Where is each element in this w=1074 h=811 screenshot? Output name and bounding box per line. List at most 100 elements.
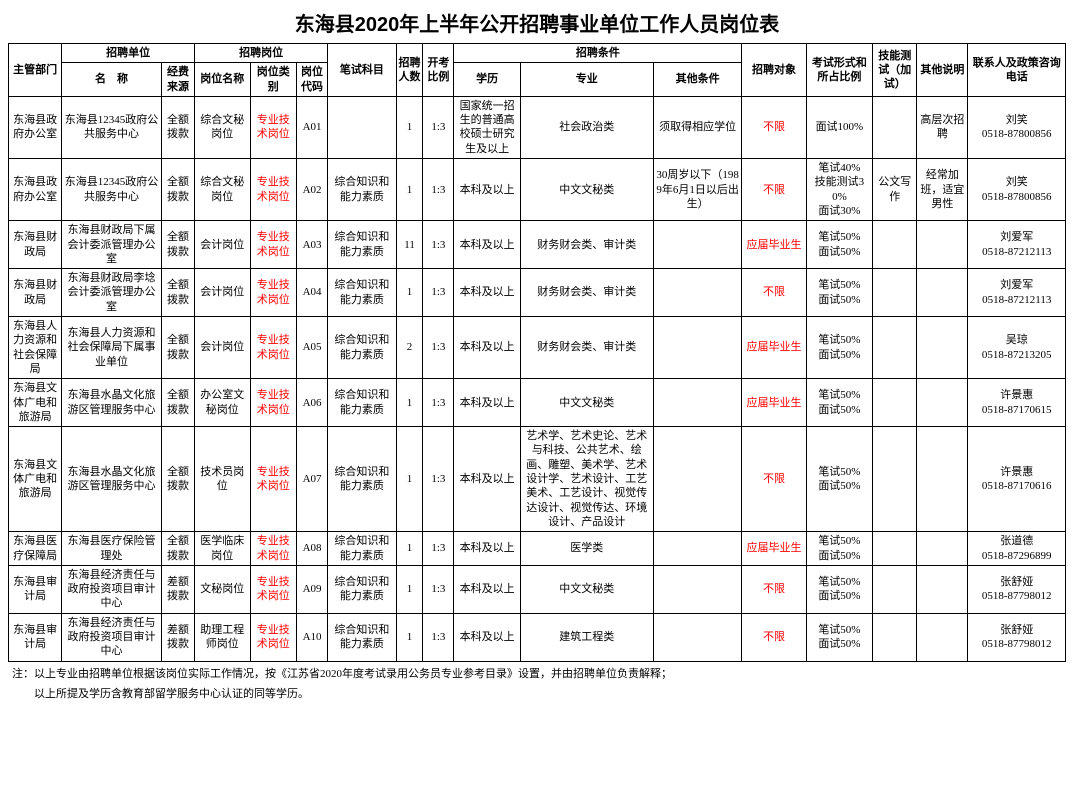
cell-other: [653, 317, 742, 379]
cell-ratio: 1:3: [423, 532, 454, 566]
cell-edu: 国家统一招生的普通高校硕士研究生及以上: [454, 96, 520, 158]
col-form: 考试形式和所占比例: [806, 44, 872, 97]
cell-unit: 东海县水晶文化旅游区管理服务中心: [62, 379, 162, 427]
cell-posName: 办公室文秘岗位: [195, 379, 250, 427]
cell-fund: 全额拨款: [161, 532, 194, 566]
col-unit-group: 招聘单位: [62, 44, 195, 63]
cell-edu: 本科及以上: [454, 159, 520, 221]
cell-code: A03: [297, 221, 328, 269]
col-dept: 主管部门: [9, 44, 62, 97]
cell-form: 笔试50%面试50%: [806, 427, 872, 532]
cell-target: 不限: [742, 613, 806, 661]
cell-posType: 专业技术岗位: [250, 565, 297, 613]
cell-posName: 助理工程师岗位: [195, 613, 250, 661]
cell-edu: 本科及以上: [454, 221, 520, 269]
table-row: 东海县财政局东海县财政局李埝会计委派管理办公室全额拨款会计岗位专业技术岗位A04…: [9, 269, 1066, 317]
cell-major: 财务财会类、审计类: [520, 269, 653, 317]
cell-unit: 东海县财政局李埝会计委派管理办公室: [62, 269, 162, 317]
cell-fund: 全额拨款: [161, 269, 194, 317]
table-row: 东海县文体广电和旅游局东海县水晶文化旅游区管理服务中心全额拨款技术员岗位专业技术…: [9, 427, 1066, 532]
cell-note: [917, 565, 968, 613]
col-fund: 经费来源: [161, 63, 194, 97]
col-pos-type: 岗位类别: [250, 63, 297, 97]
cell-ratio: 1:3: [423, 269, 454, 317]
cell-note: [917, 317, 968, 379]
cell-note: 高层次招聘: [917, 96, 968, 158]
cell-dept: 东海县政府办公室: [9, 159, 62, 221]
col-unit-name: 名 称: [62, 63, 162, 97]
cell-dept: 东海县财政局: [9, 269, 62, 317]
cell-dept: 东海县财政局: [9, 221, 62, 269]
table-row: 东海县审计局东海县经济责任与政府投资项目审计中心差额拨款文秘岗位专业技术岗位A0…: [9, 565, 1066, 613]
cell-note: [917, 269, 968, 317]
cell-unit: 东海县医疗保险管理处: [62, 532, 162, 566]
cell-skill: [873, 269, 917, 317]
cell-contact: 刘笑0518-87800856: [968, 159, 1066, 221]
cell-code: A02: [297, 159, 328, 221]
cell-form: 笔试50%面试50%: [806, 221, 872, 269]
cell-form: 笔试50%面试50%: [806, 565, 872, 613]
cell-target: 应届毕业生: [742, 221, 806, 269]
footnote-2: 以上所提及学历含教育部留学服务中心认证的同等学历。: [8, 686, 1066, 703]
cell-target: 不限: [742, 159, 806, 221]
cell-exam: 综合知识和能力素质: [328, 221, 397, 269]
cell-contact: 吴琼0518-87213205: [968, 317, 1066, 379]
cell-posType: 专业技术岗位: [250, 317, 297, 379]
cell-note: 经常加班，适宜男性: [917, 159, 968, 221]
col-other: 其他条件: [653, 63, 742, 97]
cell-skill: [873, 613, 917, 661]
cell-posName: 综合文秘岗位: [195, 159, 250, 221]
cell-edu: 本科及以上: [454, 427, 520, 532]
cell-exam: 综合知识和能力素质: [328, 269, 397, 317]
cell-fund: 全额拨款: [161, 427, 194, 532]
cell-target: 不限: [742, 565, 806, 613]
table-row: 东海县文体广电和旅游局东海县水晶文化旅游区管理服务中心全额拨款办公室文秘岗位专业…: [9, 379, 1066, 427]
footnote-1: 注：以上专业由招聘单位根据该岗位实际工作情况，按《江苏省2020年度考试录用公务…: [8, 666, 1066, 683]
cell-exam: 综合知识和能力素质: [328, 532, 397, 566]
cell-note: [917, 379, 968, 427]
cell-ratio: 1:3: [423, 613, 454, 661]
cell-other: [653, 532, 742, 566]
cell-edu: 本科及以上: [454, 565, 520, 613]
table-header: 主管部门 招聘单位 招聘岗位 笔试科目 招聘人数 开考比例 招聘条件 招聘对象 …: [9, 44, 1066, 97]
cell-code: A07: [297, 427, 328, 532]
cell-contact: 张舒娅0518-87798012: [968, 565, 1066, 613]
cell-edu: 本科及以上: [454, 532, 520, 566]
cell-exam: 综合知识和能力素质: [328, 565, 397, 613]
cell-contact: 刘爱军0518-87212113: [968, 221, 1066, 269]
table-row: 东海县财政局东海县财政局下属会计委派管理办公室全额拨款会计岗位专业技术岗位A03…: [9, 221, 1066, 269]
col-target: 招聘对象: [742, 44, 806, 97]
col-cond-group: 招聘条件: [454, 44, 742, 63]
cell-dept: 东海县审计局: [9, 565, 62, 613]
cell-other: [653, 379, 742, 427]
cell-major: 建筑工程类: [520, 613, 653, 661]
col-pos-code: 岗位代码: [297, 63, 328, 97]
recruitment-table: 主管部门 招聘单位 招聘岗位 笔试科目 招聘人数 开考比例 招聘条件 招聘对象 …: [8, 43, 1066, 662]
cell-num: 1: [396, 532, 423, 566]
cell-major: 社会政治类: [520, 96, 653, 158]
cell-skill: 公文写作: [873, 159, 917, 221]
cell-exam: 综合知识和能力素质: [328, 427, 397, 532]
cell-edu: 本科及以上: [454, 613, 520, 661]
cell-other: [653, 613, 742, 661]
col-ratio: 开考比例: [423, 44, 454, 97]
cell-fund: 全额拨款: [161, 221, 194, 269]
cell-form: 笔试40%技能测试30%面试30%: [806, 159, 872, 221]
cell-ratio: 1:3: [423, 96, 454, 158]
cell-skill: [873, 565, 917, 613]
cell-posName: 技术员岗位: [195, 427, 250, 532]
col-num: 招聘人数: [396, 44, 423, 97]
cell-dept: 东海县人力资源和社会保障局: [9, 317, 62, 379]
col-edu: 学历: [454, 63, 520, 97]
cell-major: 中文文秘类: [520, 565, 653, 613]
cell-posName: 会计岗位: [195, 269, 250, 317]
cell-unit: 东海县经济责任与政府投资项目审计中心: [62, 565, 162, 613]
cell-num: 1: [396, 159, 423, 221]
cell-skill: [873, 317, 917, 379]
cell-exam: 综合知识和能力素质: [328, 159, 397, 221]
cell-fund: 差额拨款: [161, 565, 194, 613]
cell-fund: 全额拨款: [161, 159, 194, 221]
cell-major: 中文文秘类: [520, 379, 653, 427]
cell-exam: 综合知识和能力素质: [328, 613, 397, 661]
cell-num: 1: [396, 613, 423, 661]
